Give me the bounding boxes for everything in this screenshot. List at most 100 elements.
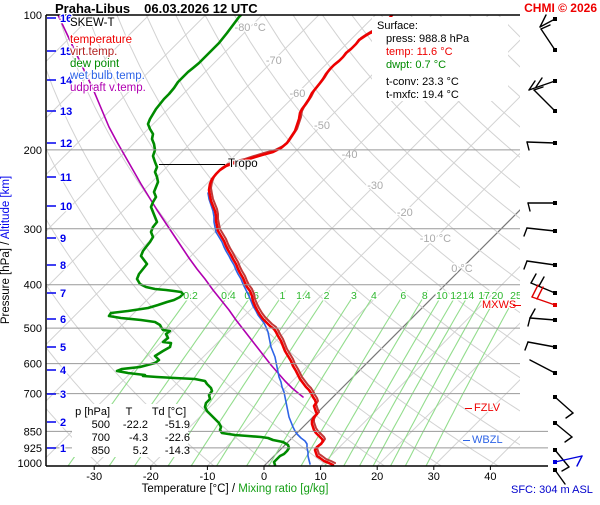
mixing-ratio-label: 17 [478,290,490,302]
dry-adiabat-line [46,67,386,466]
wind-barb [523,227,557,237]
freezing-level-tick [465,408,472,409]
isotherm-label: -30 [367,180,383,192]
dry-adiabat-line [46,147,329,466]
wind-barb-feather [529,317,556,321]
wind-barb [553,395,574,419]
wind-barb-feather [528,80,556,91]
isotherm-label: 0 °C [451,263,473,275]
dry-adiabat-line [233,15,520,314]
wind-barb-feather [527,202,531,212]
dry-adiabat-line [145,15,520,412]
mixing-ratio-label: 25 [510,290,522,302]
temp-tick-label: -10 [199,471,215,483]
pressure-tick-label: 100 [24,10,42,22]
y-axis-pressure-title: Pressure [hPa] [0,248,12,325]
mixing-ratio-label: 1.4 [296,290,311,302]
isotherm-label: -60 [289,88,305,100]
diagram-type-label: SKEW-T [70,17,115,29]
mixing-ratio-label: 20 [492,290,504,302]
wind-barb-feather [527,317,531,327]
wind-barb-feather [533,89,556,112]
pressure-tick-label: 600 [24,359,42,371]
wind-barb-feather [531,296,556,306]
legend-temperature: temperature [70,33,133,46]
dry-adiabat-line [175,15,520,379]
altitude-tick-label: 8 [60,260,66,272]
surface-info-box: Surface: press: 988.8 hPa temp: 11.6 °C … [377,20,469,102]
altitude-tick-label: 3 [60,389,66,401]
wind-barb [526,141,557,151]
wind-barb [533,86,557,113]
surface-pressure: press: 988.8 hPa [386,33,470,45]
wind-barb-feather [538,276,545,287]
y-axis-altitude-title: Altitude [km] [0,175,12,240]
altitude-tick-label: 1 [60,443,66,455]
pressure-tick-label: 925 [24,443,42,455]
wind-barb [527,308,557,327]
wind-barb-feather [523,227,528,237]
surface-tmxfc: t-mxfc: 19.4 °C [386,89,459,101]
wind-barb-feather [539,18,556,28]
wind-barb [524,341,557,351]
x-axis-temp-title: Temperature [°C] [141,483,229,495]
pressure-tick-label: 400 [24,280,42,292]
wind-barb [553,468,566,485]
mixing-ratio-line [404,290,501,466]
dry-adiabat-line [321,15,520,220]
pressure-tick-label: 500 [24,323,42,335]
wind-barb-feather [531,284,539,298]
mixing-ratio-line [343,290,446,466]
mixing-ratio-label: 10 [436,290,448,302]
wind-barb-feather [536,286,544,300]
col-pressure: p [hPa] [75,406,110,418]
wind-barb-feather [554,422,573,438]
surface-tconv: t-conv: 23.3 °C [386,76,459,88]
wind-barb-feather [528,80,536,91]
wind-barb-feather [565,412,574,419]
mixing-ratio-line [358,290,460,466]
levels-table-bg [72,404,188,457]
isotherm-line [150,96,520,466]
wind-barb-feather [526,141,530,151]
temp-tick-label: 30 [428,471,440,483]
wind-barb-feather [554,396,574,414]
dew-point-curve [107,15,291,466]
mixing-ratio-label: 12 [450,290,462,302]
updraft-virt-temp-curve [57,15,304,398]
pressure-tick-label: 700 [24,389,42,401]
altitude-tick-label: 4 [60,365,67,377]
wind-barb-feather [576,455,583,467]
freezing-level-label: FZLV [474,402,501,414]
mixing-ratio-label: 1 [279,290,285,302]
max-wind-tick [513,305,521,306]
page-title: Praha-Libus 06.03.2026 12 UTC [55,1,258,16]
dry-adiabat-line [292,15,520,251]
wet-bulb-curve [207,192,311,465]
pressure-tick-label: 1000 [18,458,42,470]
wind-barb-feather [526,260,556,266]
isotherm-line [46,15,150,119]
wind-barb-feather [554,469,566,485]
table-row: 700 -4.3 -22.6 [91,432,190,444]
altitude-tick-label: 10 [60,201,72,213]
tropopause-tick [159,164,225,165]
dry-adiabat-line [263,15,520,282]
wind-barb-feather [527,341,556,348]
wind-barb [553,448,570,472]
isotherm-label: -40 [342,149,358,161]
wet-bulb-zero-tick [463,440,470,441]
isotherm-line [433,379,520,466]
isotherm-label: -70 [266,55,282,67]
wind-barb-feather [554,449,570,468]
surface-temp: temp: 11.6 °C [386,46,453,58]
mixing-ratio-line [372,290,472,466]
y-axis-title: Pressure [hPa] / Altitude [km] [0,175,12,325]
temperature-curve [207,15,394,466]
wind-barb [553,455,583,467]
isotherm-label: -10 °C [420,233,451,245]
temp-tick-label: 20 [371,471,383,483]
sounding-datetime: 06.03.2026 12 UTC [144,1,258,16]
